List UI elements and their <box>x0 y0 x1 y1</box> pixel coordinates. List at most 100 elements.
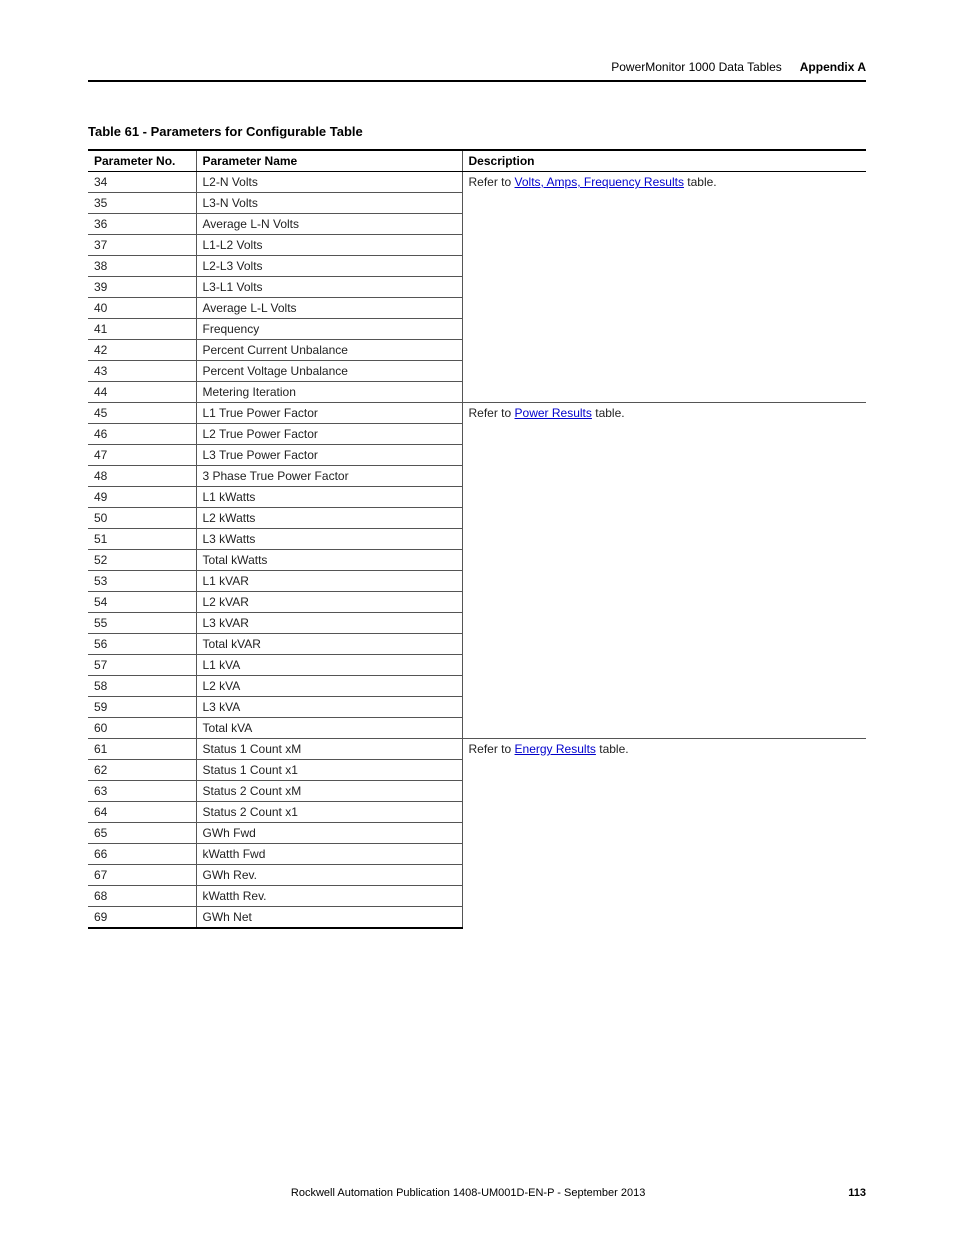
cell-param-no: 40 <box>88 298 196 319</box>
cell-param-no: 65 <box>88 823 196 844</box>
desc-link[interactable]: Energy Results <box>515 742 596 756</box>
cell-param-no: 49 <box>88 487 196 508</box>
cell-param-name: L2-N Volts <box>196 172 462 193</box>
desc-suffix: table. <box>684 175 717 189</box>
cell-param-no: 39 <box>88 277 196 298</box>
cell-param-name: Metering Iteration <box>196 382 462 403</box>
cell-param-name: Total kWatts <box>196 550 462 571</box>
cell-param-name: L3-N Volts <box>196 193 462 214</box>
cell-param-name: L1-L2 Volts <box>196 235 462 256</box>
desc-link[interactable]: Power Results <box>515 406 592 420</box>
cell-param-name: L1 True Power Factor <box>196 403 462 424</box>
cell-param-name: L2 kVA <box>196 676 462 697</box>
cell-param-no: 37 <box>88 235 196 256</box>
cell-param-name: L1 kWatts <box>196 487 462 508</box>
table-row: 45L1 True Power Factor Refer to Power Res… <box>88 403 866 424</box>
cell-param-name: Status 1 Count xM <box>196 739 462 760</box>
cell-param-name: GWh Net <box>196 907 462 929</box>
desc-suffix: table. <box>592 406 625 420</box>
desc-prefix: Refer to <box>469 406 515 420</box>
cell-param-no: 50 <box>88 508 196 529</box>
table-row: 34L2-N Volts Refer to Volts, Amps, Freque… <box>88 172 866 193</box>
cell-param-no: 67 <box>88 865 196 886</box>
cell-param-no: 38 <box>88 256 196 277</box>
cell-description: Refer to Power Results table. <box>462 403 866 739</box>
cell-param-name: L3 kVAR <box>196 613 462 634</box>
cell-param-name: 3 Phase True Power Factor <box>196 466 462 487</box>
cell-param-no: 57 <box>88 655 196 676</box>
desc-suffix: table. <box>596 742 629 756</box>
cell-description: Refer to Energy Results table. <box>462 739 866 929</box>
doc-title: PowerMonitor 1000 Data Tables <box>611 60 782 74</box>
cell-param-name: kWatth Fwd <box>196 844 462 865</box>
cell-param-name: Status 1 Count x1 <box>196 760 462 781</box>
cell-param-no: 61 <box>88 739 196 760</box>
footer-publication: Rockwell Automation Publication 1408-UM0… <box>88 1187 848 1199</box>
desc-prefix: Refer to <box>469 175 515 189</box>
cell-param-no: 46 <box>88 424 196 445</box>
cell-param-no: 58 <box>88 676 196 697</box>
cell-param-no: 44 <box>88 382 196 403</box>
cell-param-no: 53 <box>88 571 196 592</box>
cell-param-no: 41 <box>88 319 196 340</box>
cell-param-no: 36 <box>88 214 196 235</box>
cell-param-name: Percent Current Unbalance <box>196 340 462 361</box>
cell-param-no: 64 <box>88 802 196 823</box>
cell-param-no: 34 <box>88 172 196 193</box>
cell-param-name: L3 kVA <box>196 697 462 718</box>
page-container: PowerMonitor 1000 Data Tables Appendix A… <box>0 0 954 1235</box>
cell-param-name: L1 kVAR <box>196 571 462 592</box>
col-header-description: Description <box>462 150 866 172</box>
cell-param-no: 63 <box>88 781 196 802</box>
cell-param-name: L2-L3 Volts <box>196 256 462 277</box>
desc-prefix: Refer to <box>469 742 515 756</box>
cell-param-name: L3 kWatts <box>196 529 462 550</box>
page-header: PowerMonitor 1000 Data Tables Appendix A <box>88 60 866 82</box>
cell-param-no: 51 <box>88 529 196 550</box>
footer-page-number: 113 <box>848 1187 866 1199</box>
cell-param-name: GWh Rev. <box>196 865 462 886</box>
appendix-label: Appendix A <box>800 60 866 74</box>
cell-param-name: L1 kVA <box>196 655 462 676</box>
cell-param-no: 42 <box>88 340 196 361</box>
cell-param-no: 54 <box>88 592 196 613</box>
cell-param-name: L3 True Power Factor <box>196 445 462 466</box>
cell-param-no: 69 <box>88 907 196 929</box>
cell-param-name: L2 kVAR <box>196 592 462 613</box>
cell-param-no: 62 <box>88 760 196 781</box>
cell-param-no: 52 <box>88 550 196 571</box>
cell-param-name: Status 2 Count xM <box>196 781 462 802</box>
desc-link[interactable]: Volts, Amps, Frequency Results <box>515 175 684 189</box>
cell-param-name: Total kVA <box>196 718 462 739</box>
cell-param-name: Percent Voltage Unbalance <box>196 361 462 382</box>
cell-param-no: 68 <box>88 886 196 907</box>
table-title: Table 61 - Parameters for Configurable T… <box>88 124 866 139</box>
cell-param-name: Average L-N Volts <box>196 214 462 235</box>
parameters-table: Parameter No. Parameter Name Description… <box>88 149 866 929</box>
cell-param-no: 59 <box>88 697 196 718</box>
cell-param-name: GWh Fwd <box>196 823 462 844</box>
cell-param-no: 56 <box>88 634 196 655</box>
table-row: 61Status 1 Count xM Refer to Energy Resul… <box>88 739 866 760</box>
cell-param-no: 48 <box>88 466 196 487</box>
page-footer: Rockwell Automation Publication 1408-UM0… <box>88 1187 866 1199</box>
cell-param-name: Total kVAR <box>196 634 462 655</box>
cell-param-name: Average L-L Volts <box>196 298 462 319</box>
cell-param-no: 45 <box>88 403 196 424</box>
cell-param-name: Status 2 Count x1 <box>196 802 462 823</box>
table-header-row: Parameter No. Parameter Name Description <box>88 150 866 172</box>
cell-param-name: kWatth Rev. <box>196 886 462 907</box>
col-header-param-no: Parameter No. <box>88 150 196 172</box>
cell-param-no: 55 <box>88 613 196 634</box>
cell-param-name: L2 kWatts <box>196 508 462 529</box>
cell-param-name: Frequency <box>196 319 462 340</box>
cell-param-name: L2 True Power Factor <box>196 424 462 445</box>
cell-param-no: 43 <box>88 361 196 382</box>
cell-param-name: L3-L1 Volts <box>196 277 462 298</box>
cell-param-no: 35 <box>88 193 196 214</box>
cell-param-no: 60 <box>88 718 196 739</box>
cell-param-no: 47 <box>88 445 196 466</box>
cell-description: Refer to Volts, Amps, Frequency Results … <box>462 172 866 403</box>
col-header-param-name: Parameter Name <box>196 150 462 172</box>
cell-param-no: 66 <box>88 844 196 865</box>
